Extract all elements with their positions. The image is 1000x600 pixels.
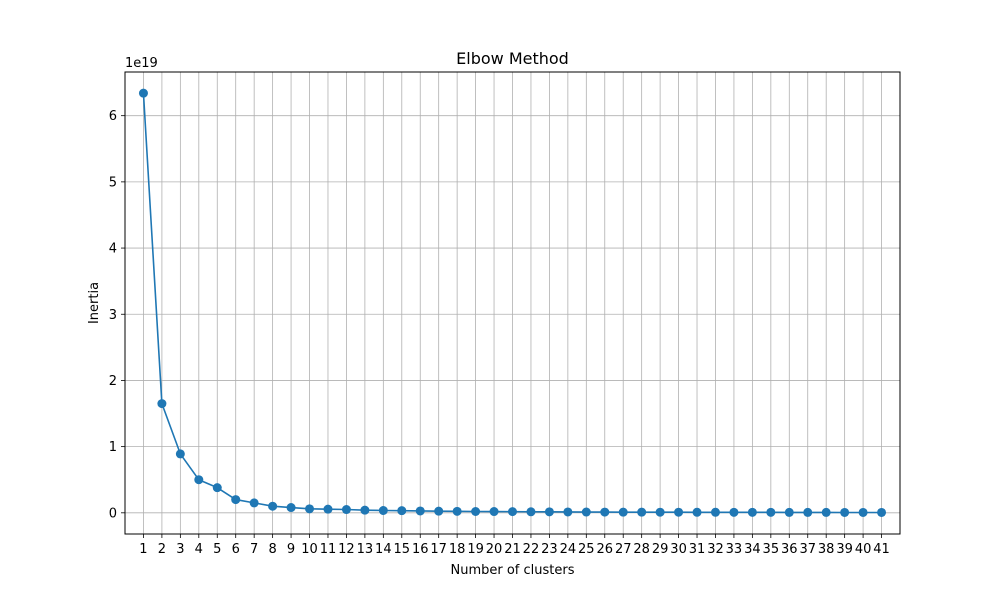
x-axis-label: Number of clusters [450,563,574,578]
y-tick-label: 5 [109,175,117,190]
x-tick-label: 32 [707,542,724,557]
x-tick-label: 8 [268,542,276,557]
x-tick-label: 13 [357,542,374,557]
data-point [544,507,554,517]
x-tick-label: 23 [541,542,558,557]
x-tick-label: 33 [726,542,743,557]
x-tick-label: 15 [394,542,411,557]
x-tick-label: 6 [232,542,240,557]
data-point [489,507,499,517]
x-tick-label: 3 [176,542,184,557]
x-tick-label: 34 [744,542,761,557]
data-point [858,507,868,517]
chart-title: Elbow Method [456,49,569,68]
x-tick-label: 29 [652,542,669,557]
data-point [674,507,684,517]
data-point [305,504,315,514]
data-point [655,507,665,517]
x-tick-label: 11 [320,542,337,557]
data-point [784,507,794,517]
data-point [710,507,720,517]
x-tick-label: 5 [213,542,221,557]
data-point [397,506,407,516]
data-point [286,503,296,513]
x-tick-label: 18 [449,542,466,557]
x-tick-label: 2 [158,542,166,557]
data-point [803,507,813,517]
data-point [360,505,370,515]
y-tick-label: 1 [109,440,117,455]
data-point [729,507,739,517]
x-tick-label: 26 [596,542,613,557]
data-point [618,507,628,517]
x-tick-label: 31 [689,542,706,557]
data-point [526,507,536,517]
y-tick-label: 3 [109,308,117,323]
data-point [378,506,388,516]
x-tick-label: 4 [195,542,203,557]
y-tick-label: 4 [109,242,117,257]
data-point [637,507,647,517]
x-tick-label: 7 [250,542,258,557]
data-point [692,507,702,517]
data-point [268,501,278,511]
y-axis-label: Inertia [87,282,102,324]
data-point [877,507,887,517]
data-point [840,507,850,517]
y-tick-label: 2 [109,374,117,389]
x-tick-label: 21 [504,542,521,557]
data-point [471,506,481,516]
data-point [249,498,259,508]
data-point [600,507,610,517]
grid-lines [125,72,900,534]
data-point [452,506,462,516]
data-point [194,475,204,485]
data-point [563,507,573,517]
x-tick-label: 36 [781,542,798,557]
data-point [212,483,222,493]
data-point [157,399,167,409]
x-tick-label: 38 [818,542,835,557]
x-tick-label: 37 [799,542,816,557]
x-tick-label: 25 [578,542,595,557]
data-point [766,507,776,517]
y-tick-label: 0 [109,506,117,521]
x-tick-label: 1 [139,542,147,557]
x-tick-label: 28 [633,542,650,557]
inertia-series [138,88,887,517]
y-tick-label: 6 [109,109,117,124]
x-tick-label: 9 [287,542,295,557]
x-tick-label: 16 [412,542,429,557]
data-point [747,507,757,517]
data-point [175,449,185,459]
data-point [138,88,148,98]
data-point [341,505,351,515]
data-point [508,507,517,517]
data-point [231,495,241,505]
plot-frame [124,71,901,535]
x-tick-label: 14 [375,542,392,557]
x-tick-label: 39 [836,542,853,557]
data-point [821,507,831,517]
x-tick-label: 17 [430,542,447,557]
data-point [434,506,444,516]
x-tick-label: 10 [301,542,318,557]
x-tick-label: 20 [486,542,503,557]
data-point [415,506,425,516]
x-tick-label: 19 [467,542,484,557]
x-tick-label: 30 [670,542,687,557]
axis-ticks: 1 2 3 4 5 6 7 8 9 10 11 12 13 14 15 16 17 18 19 20 21 22 23 24 2… [109,109,890,557]
x-tick-label: 22 [523,542,540,557]
x-tick-label: 41 [873,542,890,557]
y-scale-offset-label: 1e19 [125,56,158,71]
x-tick-label: 35 [763,542,780,557]
x-tick-label: 40 [855,542,872,557]
data-point [323,504,333,514]
x-tick-label: 27 [615,542,632,557]
x-tick-label: 24 [560,542,577,557]
data-point [581,507,591,517]
x-tick-label: 12 [338,542,355,557]
